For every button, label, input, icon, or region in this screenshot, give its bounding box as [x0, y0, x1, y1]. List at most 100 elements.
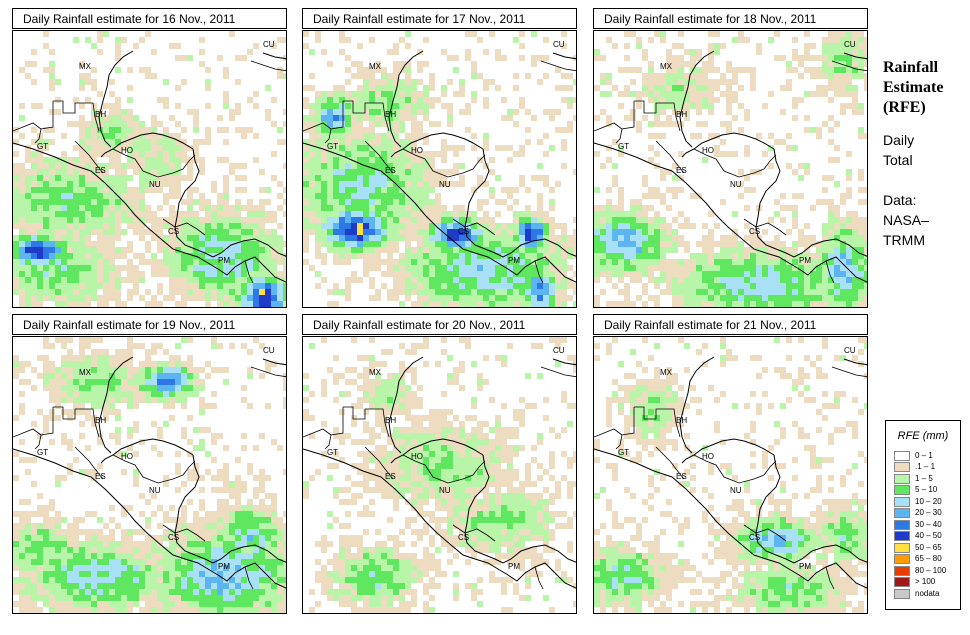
rain-cell [19, 403, 25, 409]
rain-cell [145, 601, 151, 607]
rain-cell [133, 397, 139, 403]
rain-cell [211, 391, 217, 397]
rain-cell [618, 223, 624, 229]
rain-cell [309, 181, 315, 187]
rain-cell [175, 181, 181, 187]
rain-cell [309, 145, 315, 151]
rain-cell [660, 79, 666, 85]
rain-cell [714, 289, 720, 295]
rain-cell [417, 217, 423, 223]
rain-cell [55, 247, 61, 253]
rain-cell [483, 145, 489, 151]
rain-cell [780, 253, 786, 259]
rain-cell [73, 199, 79, 205]
rain-cell [483, 229, 489, 235]
rain-cell [253, 247, 259, 253]
rain-cell [91, 367, 97, 373]
rain-cell [145, 289, 151, 295]
rain-cell [169, 235, 175, 241]
rain-cell [145, 175, 151, 181]
rain-cell [241, 295, 247, 301]
rain-cell [79, 301, 85, 307]
rain-cell [73, 259, 79, 265]
rain-cell [217, 589, 223, 595]
rain-cell [642, 55, 648, 61]
rain-cell [199, 229, 205, 235]
rain-cell [858, 223, 864, 229]
rain-cell [199, 523, 205, 529]
rain-cell [25, 559, 31, 565]
rain-cell [537, 163, 543, 169]
rain-cell [55, 223, 61, 229]
rain-cell [636, 247, 642, 253]
rain-cell [654, 193, 660, 199]
rain-cell [13, 265, 19, 271]
rain-cell [67, 253, 73, 259]
rain-cell [97, 295, 103, 301]
rain-cell [175, 247, 181, 253]
rain-cell [495, 253, 501, 259]
rain-cell [283, 523, 286, 529]
rain-cell [411, 283, 417, 289]
rain-cell [259, 373, 265, 379]
rain-cell [786, 295, 792, 301]
rain-cell [858, 241, 864, 247]
rain-cell [792, 265, 798, 271]
rain-cell [387, 73, 393, 79]
rain-cell [73, 529, 79, 535]
rain-cell [43, 283, 49, 289]
rain-cell [271, 493, 277, 499]
rain-cell [217, 199, 223, 205]
rain-cell [187, 571, 193, 577]
rain-cell [61, 607, 67, 613]
rain-cell [109, 433, 115, 439]
rain-cell [187, 379, 193, 385]
rain-cell [85, 199, 91, 205]
rain-cell [259, 253, 265, 259]
rain-cell [654, 223, 660, 229]
rain-cell [127, 295, 133, 301]
rain-cell [810, 241, 816, 247]
rain-cell [702, 61, 708, 67]
rain-cell [61, 265, 67, 271]
rain-cell [333, 91, 339, 97]
rain-cell [169, 151, 175, 157]
rain-cell [387, 307, 393, 308]
rain-cell [85, 415, 91, 421]
rain-cell [858, 301, 864, 307]
rain-cell [151, 397, 157, 403]
rain-cell [600, 211, 606, 217]
rain-cell [489, 247, 495, 253]
rain-cell [309, 133, 315, 139]
rain-cell [600, 271, 606, 277]
rain-cell [205, 613, 211, 614]
rain-cell [61, 217, 67, 223]
rain-cell [768, 91, 774, 97]
rain-cell [187, 163, 193, 169]
rain-cell [43, 343, 49, 349]
rain-cell [345, 169, 351, 175]
rain-cell [732, 289, 738, 295]
rain-cell [73, 121, 79, 127]
rain-cell [477, 73, 483, 79]
rain-cell [447, 109, 453, 115]
rain-cell [91, 205, 97, 211]
rain-cell [429, 265, 435, 271]
rain-cell [429, 223, 435, 229]
rain-cell [49, 373, 55, 379]
rain-cell [672, 85, 678, 91]
rain-cell [423, 169, 429, 175]
rain-cell [864, 265, 867, 271]
rain-cell [672, 247, 678, 253]
rain-cell [211, 601, 217, 607]
rain-cell [525, 289, 531, 295]
rain-cell [187, 55, 193, 61]
rain-cell [145, 187, 151, 193]
rain-cell [265, 85, 271, 91]
rain-cell [271, 547, 277, 553]
rain-cell [229, 607, 235, 613]
rain-cell [666, 277, 672, 283]
rain-cell [121, 145, 127, 151]
rain-cell [151, 169, 157, 175]
rain-cell [453, 217, 459, 223]
